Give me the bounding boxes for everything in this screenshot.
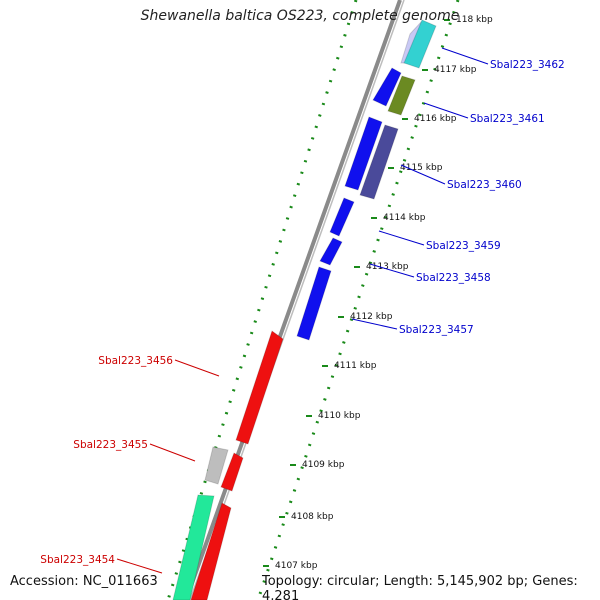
gene-label-leader-sbal223_3455 (149, 443, 196, 462)
gene-arrow-3455 (220, 452, 244, 492)
kbp-tick-label-4117: 4117 kbp (434, 65, 477, 75)
kbp-tick-label-4112: 4112 kbp (350, 312, 393, 322)
gene-label-leader-sbal223_3454 (116, 558, 163, 574)
gene-label-sbal223_3458: Sbal223_3458 (416, 272, 491, 284)
gene-arrow-3460-left (344, 116, 383, 191)
gene-label-leader-sbal223_3461 (423, 102, 469, 119)
gene-arrow-3462 (403, 19, 437, 69)
kbp-tick-label-4111: 4111 kbp (334, 361, 377, 371)
gene-arrow-3461-left (372, 67, 402, 107)
kbp-tick-label-4113: 4113 kbp (366, 262, 409, 272)
gene-label-sbal223_3462: Sbal223_3462 (490, 59, 565, 71)
gene-arrow-3454 (190, 502, 232, 600)
gene-label-sbal223_3454: Sbal223_3454 (40, 554, 115, 566)
backbone-line-highlight (189, 0, 405, 600)
topology-text: Topology: circular; Length: 5,145,902 bp… (262, 574, 578, 600)
gene-arrow-3459 (329, 197, 355, 237)
gene-label-leader-sbal223_3459 (378, 230, 425, 246)
gene-label-sbal223_3457: Sbal223_3457 (399, 324, 474, 336)
gene-label-sbal223_3456: Sbal223_3456 (98, 355, 173, 367)
gene-arrow-3454-green (172, 494, 215, 600)
gene-label-leader-sbal223_3458 (369, 263, 415, 278)
kbp-tick-label-4116: 4116 kbp (414, 114, 457, 124)
kbp-tick-label-4115: 4115 kbp (400, 163, 443, 173)
gene-arrow-3460 (359, 124, 399, 200)
gene-arrow-3456 (235, 330, 284, 445)
inner-tick-ring (256, 0, 460, 600)
gene-arrow-3457 (296, 266, 332, 341)
gene-label-leader-sbal223_3456 (174, 359, 220, 377)
kbp-tick-label-4108: 4108 kbp (291, 512, 334, 522)
gene-arrow-3458 (319, 237, 343, 266)
gene-label-sbal223_3460: Sbal223_3460 (447, 179, 522, 191)
gene-label-sbal223_3461: Sbal223_3461 (470, 113, 545, 125)
gene-label-leader-sbal223_3457 (351, 318, 398, 330)
gene-label-sbal223_3455: Sbal223_3455 (73, 439, 148, 451)
gene-label-leader-sbal223_3460 (400, 164, 446, 185)
gene-arrow-3461 (387, 75, 416, 116)
kbp-tick-label-4110: 4110 kbp (318, 411, 361, 421)
kbp-tick-label-4109: 4109 kbp (302, 460, 345, 470)
gene-label-sbal223_3459: Sbal223_3459 (426, 240, 501, 252)
kbp-tick-label-118: 118 kbp (456, 15, 493, 25)
gene-label-leader-sbal223_3462 (441, 47, 489, 65)
genome-title: Shewanella baltica OS223, complete genom… (140, 8, 460, 24)
kbp-tick-label-4107: 4107 kbp (275, 561, 318, 571)
backbone-line (184, 0, 402, 600)
gene-arrow-3455-grey (204, 446, 229, 485)
kbp-tick-label-4114: 4114 kbp (383, 213, 426, 223)
accession-text: Accession: NC_011663 (10, 574, 158, 589)
